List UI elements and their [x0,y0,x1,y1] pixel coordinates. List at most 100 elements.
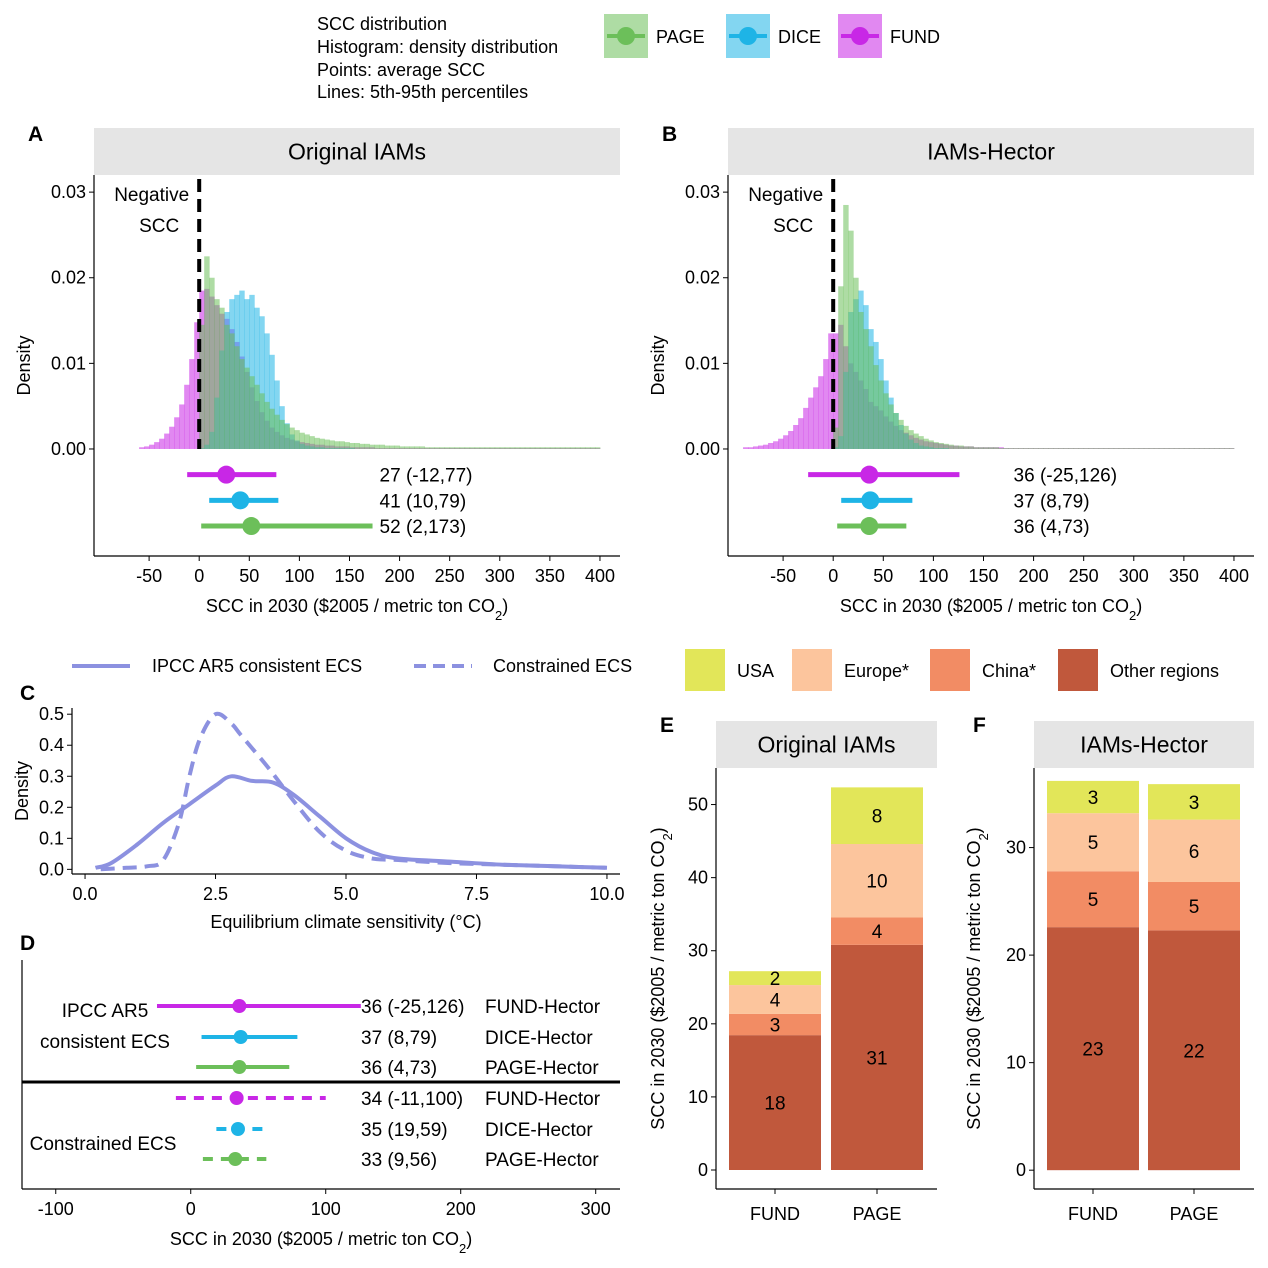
hist-bar-page [324,439,330,449]
bar-segment-other-regions [831,944,923,1170]
hist-bar-fund [179,404,185,449]
hist-bar-page [404,446,410,449]
x-axis-title: SCC in 2030 ($2005 / metric ton CO2) [170,1229,472,1256]
hist-bar-page [594,447,601,449]
hist-bar-page [219,307,225,449]
x-tick-label: 2.5 [203,884,228,904]
hist-bar-page [998,448,1004,449]
hist-bar-page [254,384,260,449]
x-tick-label: 150 [334,566,364,586]
mean-point-page-solid [232,1060,247,1074]
y-tick-label: 20 [1006,945,1026,965]
legend-key-dot-dice [739,27,757,45]
bar-value-usa: 8 [872,807,883,828]
hist-bar-page [1033,448,1039,449]
hist-bar-fund [788,430,794,449]
legend-top-line-4: Lines: 5th-95th percentiles [317,82,528,102]
hist-bar-fund [154,442,160,449]
hist-bar-fund [833,333,839,449]
interval-value-dice-solid: 37 (8,79) [361,1028,437,1049]
hist-bar-page [1093,448,1100,449]
hist-bar-fund [793,425,799,449]
bar-value-europe: 4 [770,991,781,1012]
bar-segment-other-regions [1148,930,1240,1171]
hist-bar-page [474,447,481,449]
x-tick-label: 5.0 [333,884,358,904]
hist-bar-page [1103,448,1110,449]
hist-bar-page [414,446,421,449]
x-tick-label: 50 [239,566,259,586]
hist-bar-dice [269,354,275,449]
hist-bar-page [574,447,581,449]
hist-bar-page [873,365,879,449]
hist-bar-page [429,447,436,449]
hist-bar-page [564,447,571,449]
y-tick-label: 0.1 [39,828,64,848]
hist-bar-page [1088,448,1095,449]
hist-bar-page [843,204,849,449]
hist-bar-page [928,440,934,449]
hist-bar-page [1083,448,1090,449]
legend-region-key-0 [685,649,725,691]
hist-bar-fund [778,438,784,449]
y-tick-label: 30 [1006,838,1026,858]
hist-bar-page [329,440,335,449]
x-tick-label: 10.0 [589,884,624,904]
density-line-dashed [100,711,608,872]
y-tick-label: 10 [688,1087,708,1107]
hist-bar-page [399,446,405,449]
hist-bar-page [933,442,939,449]
hist-bar-page [1048,448,1055,449]
hist-bar-page [364,443,370,449]
hist-bar-fund [159,438,165,449]
annotation-scc: SCC [139,216,179,237]
bar-segment-europe [1148,819,1240,882]
y-tick-label: 0 [1016,1160,1026,1180]
bar-value-europe: 10 [866,872,887,893]
hist-bar-page [464,447,471,449]
hist-bar-page [948,444,954,449]
bar-value-usa: 2 [770,969,781,990]
hist-bar-page [519,447,526,449]
hist-bar-page [204,256,210,449]
hist-bar-fund [149,444,155,449]
summary-label-dice: 37 (8,79) [1014,491,1090,512]
hist-bar-page [848,230,854,449]
hist-bar-page [489,447,496,449]
hist-bar-dice [254,307,260,449]
panel-label-b: B [662,123,677,146]
hist-bar-page [1113,448,1120,449]
summary-label-page: 52 (2,173) [380,517,467,538]
hist-bar-fund [194,322,200,449]
hist-bar-page [893,413,899,449]
bar-value-other-regions: 31 [866,1048,887,1069]
hist-bar-page [1068,448,1075,449]
hist-bar-fund [144,446,150,449]
strip-label: IAMs-Hector [1080,732,1208,758]
hist-bar-page [234,346,240,449]
hist-bar-page [469,447,476,449]
y-tick-label: 0.2 [39,797,64,817]
hist-bar-fund [823,359,829,449]
hist-bar-page [444,447,451,449]
mean-point-page [242,517,261,536]
interval-value-dice-dashed: 35 (19,59) [361,1120,448,1141]
hist-bar-fund [174,417,180,449]
hist-bar-page [868,346,874,449]
legend-label-page: PAGE [656,27,705,47]
hist-bar-fund [189,359,195,449]
bar-segment-europe [1047,813,1139,872]
hist-bar-page [294,430,300,449]
hist-bar-page [1148,448,1155,449]
hist-bar-page [449,447,456,449]
legend-ecs-solid-label: IPCC AR5 consistent ECS [152,656,362,676]
x-tick-label: 7.5 [464,884,489,904]
hist-bar-page [354,442,360,449]
summary-label-dice: 41 (10,79) [380,491,467,512]
mean-point-fund-dashed [229,1091,244,1105]
strip-label: Original IAMs [288,139,426,165]
hist-bar-page [958,445,964,449]
y-tick-label: 0.5 [39,704,64,724]
hist-bar-fund [783,435,789,449]
legend-top-line-2: Histogram: density distribution [317,37,558,57]
